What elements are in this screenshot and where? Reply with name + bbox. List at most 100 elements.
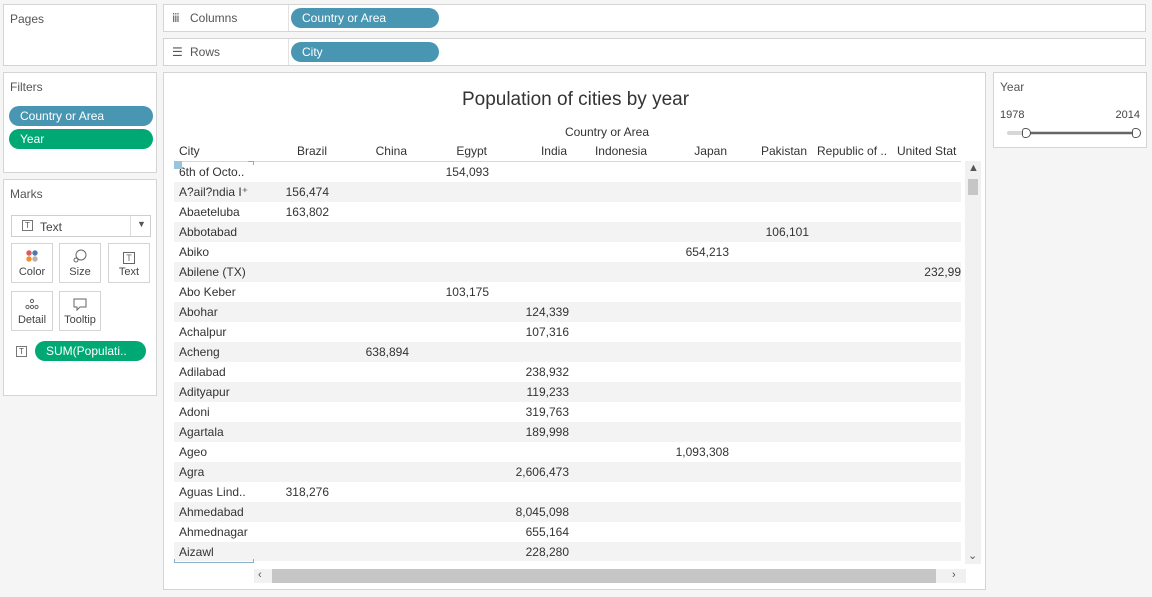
size-card-label: Size: [69, 266, 91, 278]
table-row[interactable]: Abbotabad 106,101: [174, 222, 961, 242]
population-cell[interactable]: 319,763: [525, 405, 569, 419]
city-cell[interactable]: Abohar: [179, 305, 218, 319]
table-row[interactable]: Aizawl 228,280: [174, 542, 961, 561]
city-cell[interactable]: Ahmednagar: [179, 525, 248, 539]
country-header[interactable]: United Stat: [897, 144, 957, 158]
city-cell[interactable]: Aguas Lind..: [179, 485, 246, 499]
text-card[interactable]: T Text: [108, 243, 150, 283]
sum-population-pill[interactable]: SUM(Populati..: [35, 341, 146, 361]
year-min-label: 1978: [1000, 109, 1025, 121]
table-row[interactable]: Adilabad 238,932: [174, 362, 961, 382]
population-cell[interactable]: 638,894: [365, 345, 409, 359]
horizontal-scrollbar[interactable]: ‹ ›: [254, 569, 966, 583]
population-cell[interactable]: 107,316: [525, 325, 569, 339]
filter-year-pill[interactable]: Year: [9, 129, 153, 149]
population-cell[interactable]: 189,998: [525, 425, 569, 439]
year-slider-high-handle[interactable]: [1132, 128, 1141, 138]
population-cell[interactable]: 103,175: [445, 285, 489, 299]
table-row[interactable]: A?ail?ndia I⁺ 156,474: [174, 182, 961, 202]
country-header[interactable]: Japan: [694, 144, 727, 158]
population-cell[interactable]: 156,474: [285, 185, 329, 199]
mark-type-dropdown[interactable]: T Text ▼: [11, 215, 151, 237]
table-row[interactable]: Acheng 638,894: [174, 342, 961, 362]
city-cell[interactable]: Abaeteluba: [179, 205, 240, 219]
size-card[interactable]: Size: [59, 243, 101, 283]
columns-shelf[interactable]: ⅲ Columns Country or Area: [163, 4, 1146, 32]
country-header[interactable]: Brazil: [296, 144, 327, 158]
table-row[interactable]: Agra 2,606,473: [174, 462, 961, 482]
population-cell[interactable]: 232,99: [924, 265, 961, 279]
city-cell[interactable]: Agra: [179, 465, 205, 479]
population-cell[interactable]: 1,093,308: [675, 445, 729, 459]
city-cell[interactable]: Abiko: [179, 245, 210, 259]
color-card-label: Color: [18, 266, 46, 278]
population-cell[interactable]: 655,164: [525, 525, 569, 539]
city-cell[interactable]: Agartala: [179, 425, 224, 439]
city-header[interactable]: City: [179, 144, 200, 158]
city-cell[interactable]: Achalpur: [179, 325, 227, 339]
horizontal-scroll-thumb[interactable]: [272, 569, 936, 583]
country-header[interactable]: China: [375, 144, 407, 158]
city-cell[interactable]: Abo Keber: [179, 285, 236, 299]
tooltip-card[interactable]: Tooltip: [59, 291, 101, 331]
year-slider-low-handle[interactable]: [1022, 128, 1031, 138]
country-header[interactable]: Egypt: [456, 144, 487, 158]
scroll-left-icon[interactable]: ‹: [258, 569, 262, 581]
population-cell[interactable]: 228,280: [525, 545, 569, 559]
table-row[interactable]: Agartala 189,998: [174, 422, 961, 442]
filter-country-pill[interactable]: Country or Area: [9, 106, 153, 126]
rows-shelf[interactable]: ☰ Rows City: [163, 38, 1146, 66]
table-row[interactable]: Achalpur 107,316: [174, 322, 961, 342]
city-cell[interactable]: A?ail?ndia I⁺: [179, 185, 249, 199]
city-cell[interactable]: Adoni: [179, 405, 210, 419]
population-cell[interactable]: 318,276: [285, 485, 329, 499]
scroll-right-icon[interactable]: ›: [952, 569, 956, 581]
city-cell[interactable]: Abbotabad: [179, 225, 238, 239]
country-header[interactable]: Indonesia: [594, 144, 647, 158]
population-cell[interactable]: 654,213: [685, 245, 729, 259]
country-header[interactable]: India: [540, 144, 567, 158]
vertical-scroll-thumb[interactable]: [968, 179, 978, 195]
city-cell[interactable]: Adilabad: [179, 365, 226, 379]
table-row[interactable]: Aguas Lind.. 318,276: [174, 482, 961, 502]
table-row[interactable]: 6th of Octo.. 154,093: [174, 162, 961, 182]
table-row[interactable]: Abo Keber 103,175: [174, 282, 961, 302]
population-cell[interactable]: 2,606,473: [515, 465, 569, 479]
vertical-scrollbar[interactable]: ▲ ⌄: [965, 161, 981, 564]
color-card[interactable]: Color: [11, 243, 53, 283]
table-row[interactable]: Abiko 654,213: [174, 242, 961, 262]
scroll-up-icon[interactable]: ▲: [968, 162, 979, 174]
population-cell[interactable]: 154,093: [445, 165, 489, 179]
population-cell[interactable]: 163,802: [285, 205, 329, 219]
city-cell[interactable]: Ahmedabad: [179, 505, 244, 519]
population-cell[interactable]: 8,045,098: [515, 505, 569, 519]
table-row[interactable]: Adoni 319,763: [174, 402, 961, 422]
table-row[interactable]: Ahmedabad 8,045,098: [174, 502, 961, 522]
city-cell[interactable]: Abilene (TX): [179, 265, 246, 279]
rows-city-pill[interactable]: City: [291, 42, 439, 62]
text-encoding-icon: T: [16, 346, 27, 357]
population-cell[interactable]: 238,932: [525, 365, 569, 379]
city-cell[interactable]: 6th of Octo..: [179, 165, 245, 179]
pages-panel[interactable]: Pages: [3, 4, 157, 66]
table-row[interactable]: Ageo 1,093,308: [174, 442, 961, 462]
table-row[interactable]: Abaeteluba 163,802: [174, 202, 961, 222]
city-cell[interactable]: Aizawl: [179, 545, 214, 559]
city-cell[interactable]: Acheng: [179, 345, 220, 359]
table-row[interactable]: Ahmednagar 655,164: [174, 522, 961, 542]
columns-country-pill[interactable]: Country or Area: [291, 8, 439, 28]
columns-icon: ⅲ: [172, 11, 180, 25]
country-header[interactable]: Republic of ..: [817, 144, 888, 158]
table-row[interactable]: Adityapur 119,233: [174, 382, 961, 402]
population-cell[interactable]: 106,101: [765, 225, 809, 239]
table-row[interactable]: Abilene (TX) 232,99: [174, 262, 961, 282]
population-cell[interactable]: 124,339: [525, 305, 569, 319]
scroll-down-icon[interactable]: ⌄: [968, 550, 978, 562]
detail-card[interactable]: Detail: [11, 291, 53, 331]
table-row[interactable]: Abohar 124,339: [174, 302, 961, 322]
marks-panel: Marks T Text ▼ Color Size T Text Detail …: [3, 179, 157, 396]
city-cell[interactable]: Ageo: [179, 445, 208, 459]
population-cell[interactable]: 119,233: [526, 385, 570, 399]
country-header[interactable]: Pakistan: [760, 144, 807, 158]
city-cell[interactable]: Adityapur: [179, 385, 230, 399]
